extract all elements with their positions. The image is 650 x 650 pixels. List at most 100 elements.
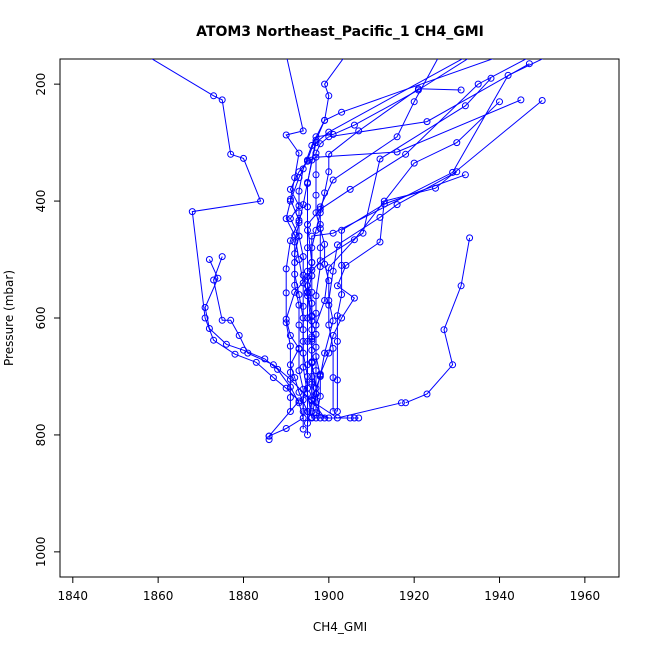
data-point [312, 226, 320, 234]
data-point [299, 279, 307, 287]
x-tick-label: 1920 [399, 589, 430, 603]
data-point [261, 355, 269, 363]
series-13 [295, 52, 507, 415]
data-point [325, 168, 333, 176]
data-point [325, 349, 333, 357]
data-point [304, 226, 311, 234]
data-point [201, 314, 209, 322]
series-14 [308, 85, 465, 415]
data-point [227, 150, 235, 158]
data-point [453, 139, 461, 147]
data-point [321, 80, 329, 88]
series-line [336, 174, 466, 412]
data-point [295, 187, 303, 195]
series-line [298, 59, 494, 412]
y-tick-label: 400 [34, 190, 48, 213]
y-axis: 200 400 600 800 1000 [34, 73, 61, 567]
data-point [299, 127, 307, 135]
data-point [308, 244, 316, 252]
data-point [201, 304, 209, 311]
data-point [299, 408, 307, 415]
data-point [274, 365, 282, 373]
data-point [265, 436, 273, 444]
data-point [376, 155, 384, 163]
data-point [286, 332, 294, 339]
data-point [312, 390, 320, 398]
data-point [252, 358, 260, 366]
data-point [291, 281, 299, 289]
data-point [467, 52, 473, 58]
data-point [333, 282, 341, 290]
data-point [295, 367, 303, 375]
data-point [453, 168, 461, 176]
data-point [402, 150, 410, 158]
data-point [333, 408, 341, 415]
data-point [325, 297, 333, 304]
data-point [269, 374, 277, 382]
data-point [414, 85, 422, 93]
y-tick-label: 800 [34, 423, 48, 446]
data-point [457, 282, 465, 290]
data-point [291, 231, 299, 239]
series-line [285, 59, 469, 430]
data-point [291, 238, 299, 246]
series-line [311, 101, 500, 419]
data-point [304, 419, 311, 427]
data-point [496, 98, 503, 106]
data-point [338, 314, 346, 322]
data-point [308, 414, 316, 422]
data-point [235, 332, 243, 339]
data-point [410, 98, 418, 106]
data-point [321, 189, 329, 197]
data-point [312, 209, 320, 217]
data-point [291, 259, 299, 266]
data-point [295, 291, 303, 299]
series-layer [151, 52, 546, 444]
series-19 [312, 97, 546, 422]
data-point [338, 261, 346, 269]
data-point [487, 74, 495, 82]
data-point [214, 274, 222, 282]
data-point [461, 171, 469, 179]
data-point [333, 241, 341, 249]
series-line [315, 59, 439, 419]
data-point [321, 297, 329, 304]
data-point [286, 342, 294, 350]
data-point [350, 121, 358, 129]
data-point [282, 265, 290, 273]
data-point [380, 197, 388, 205]
data-point [304, 337, 311, 345]
data-point [342, 261, 350, 269]
data-point [312, 309, 320, 317]
data-point [316, 140, 324, 148]
data-point [283, 52, 289, 58]
data-point [321, 240, 329, 248]
data-point [312, 367, 320, 375]
data-point [227, 316, 235, 324]
data-point [210, 276, 218, 284]
data-point [517, 96, 525, 104]
x-tick-label: 1960 [570, 589, 601, 603]
data-point [304, 178, 311, 186]
data-point [333, 376, 341, 384]
data-point [291, 174, 299, 182]
series-line [294, 59, 464, 412]
data-point [312, 321, 320, 329]
data-point [282, 131, 290, 139]
data-point [282, 319, 290, 327]
data-point [531, 52, 537, 58]
data-point [299, 201, 307, 209]
data-point [346, 185, 354, 193]
data-point [501, 52, 507, 58]
chart-title: ATOM3 Northeast_Pacific_1 CH4_GMI [196, 24, 484, 40]
data-point [295, 209, 303, 217]
data-point [397, 399, 405, 407]
data-point [304, 244, 311, 252]
data-point [308, 380, 316, 388]
data-point [338, 291, 346, 299]
data-point [188, 208, 196, 216]
data-point [222, 340, 230, 348]
data-point [231, 350, 239, 358]
data-point [218, 253, 226, 261]
data-point [471, 52, 477, 58]
